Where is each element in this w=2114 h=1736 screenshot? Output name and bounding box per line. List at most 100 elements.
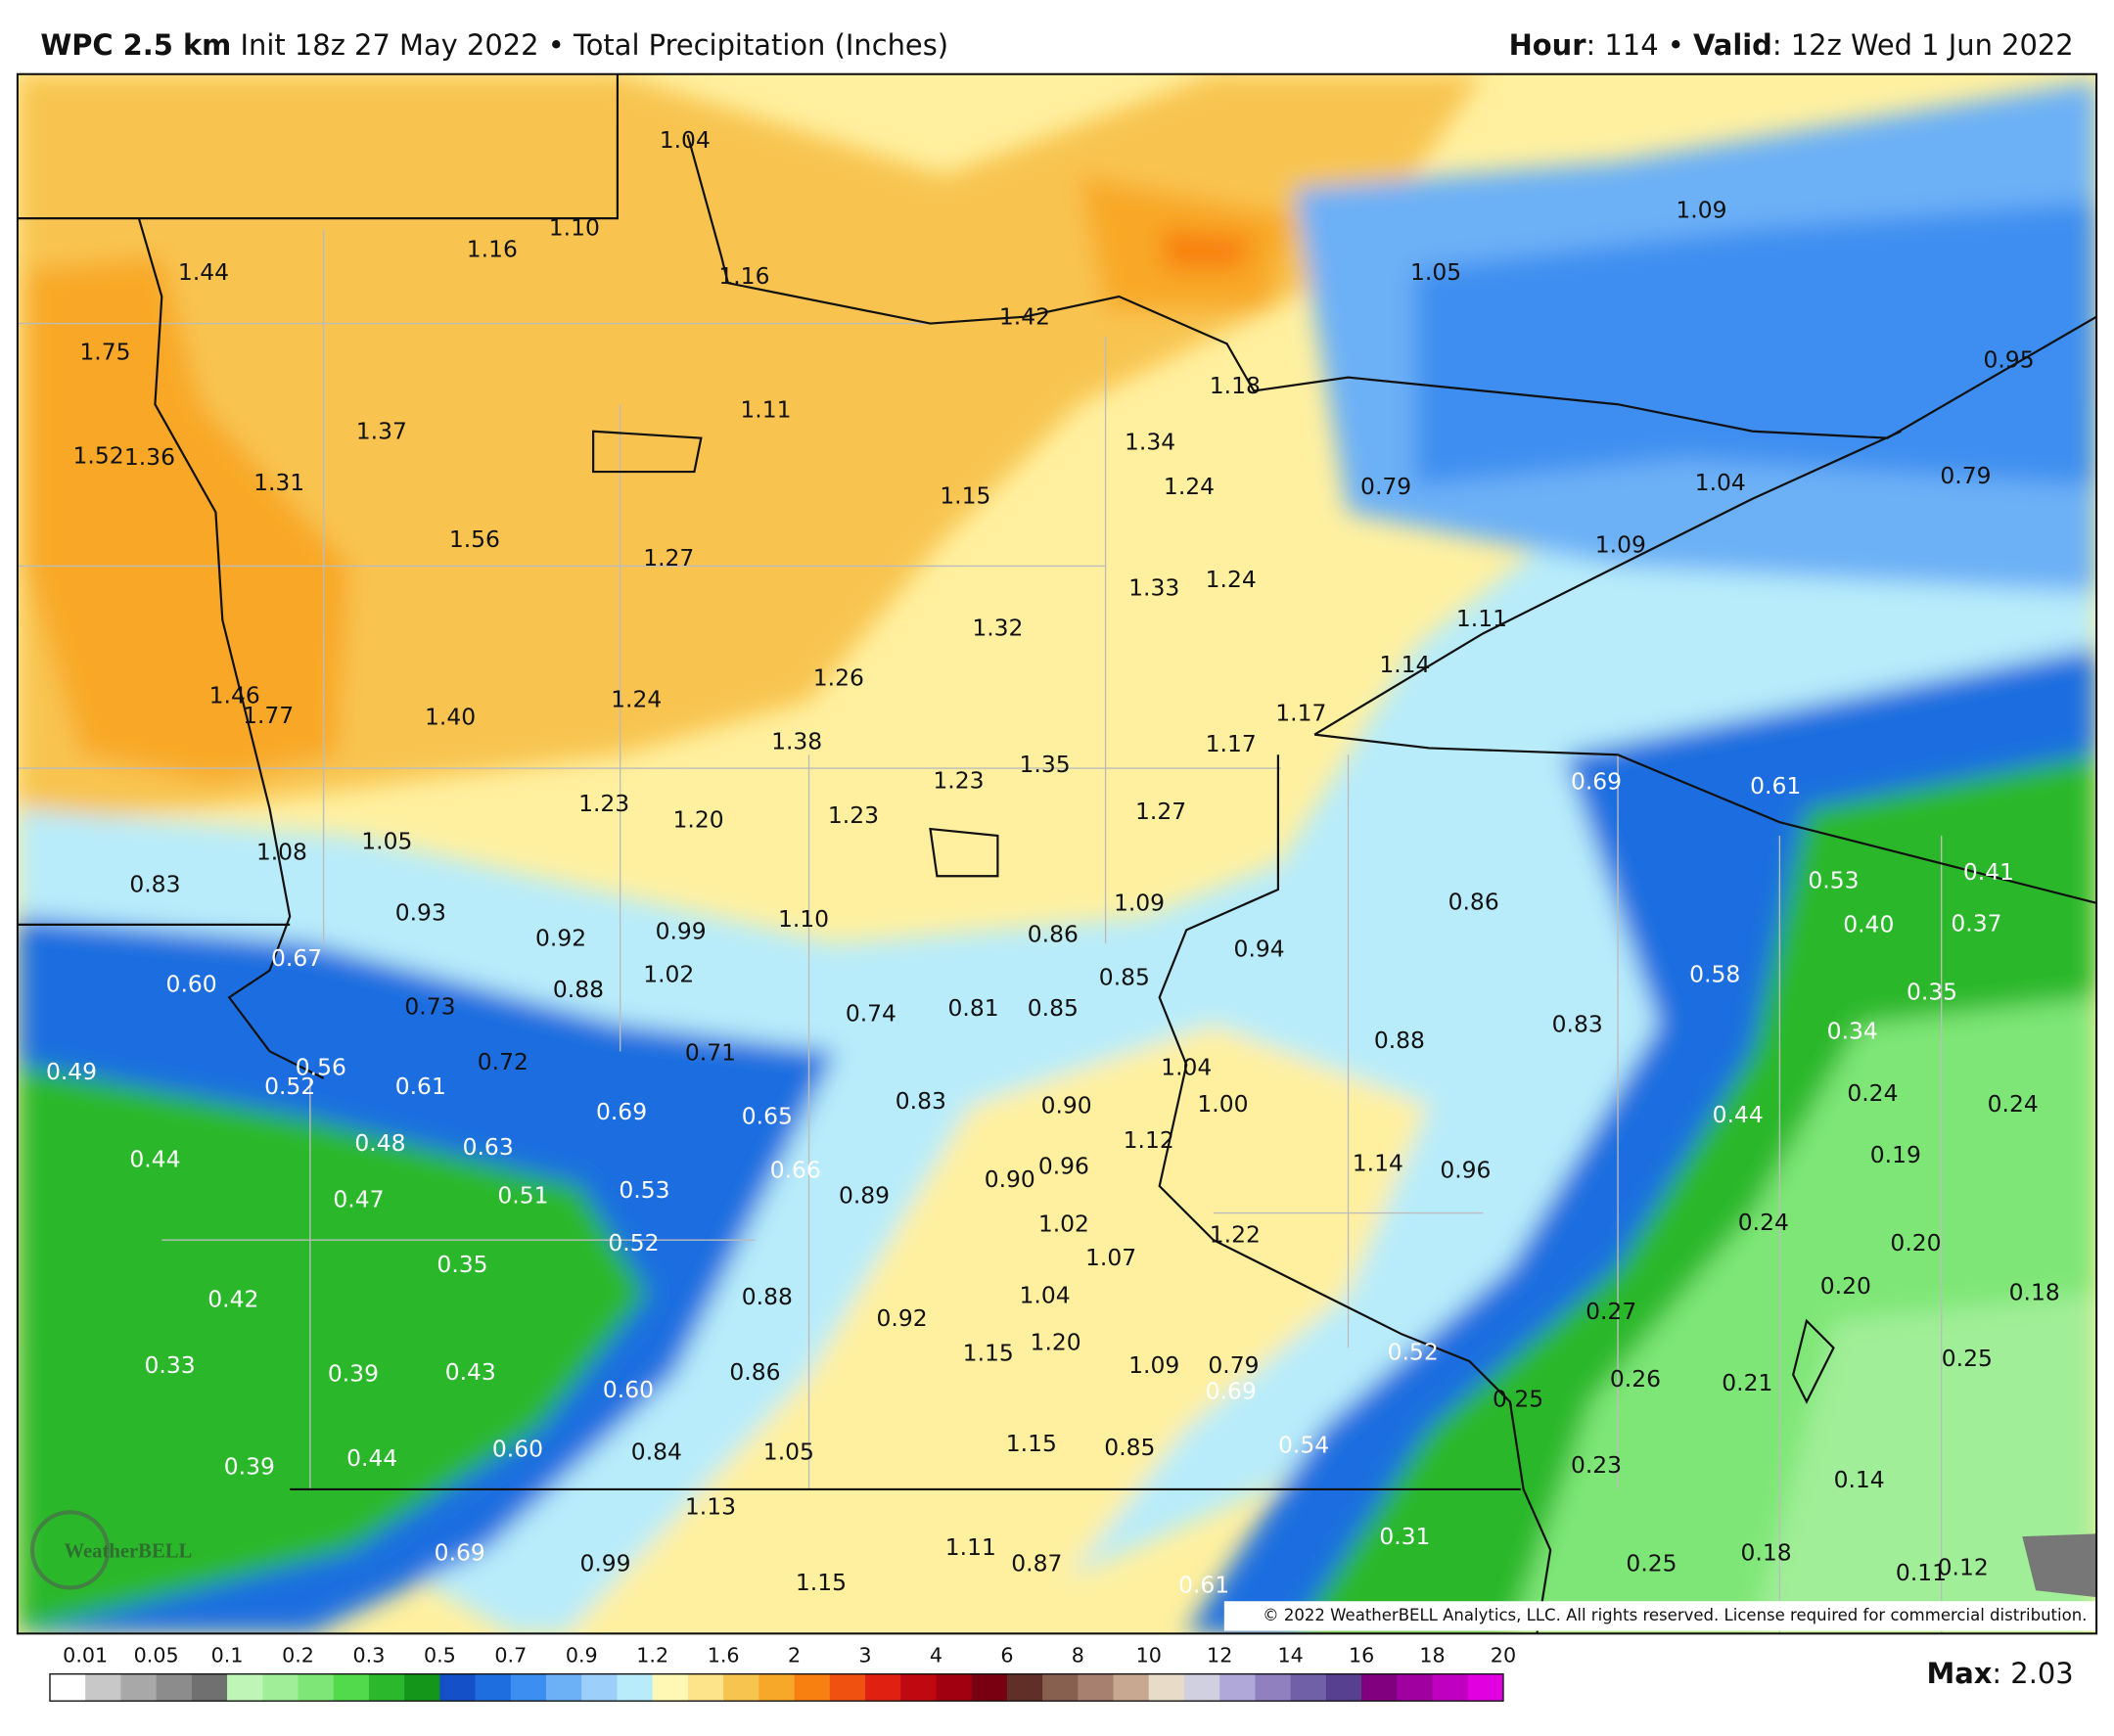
max-label: Max <box>1926 1657 1992 1690</box>
legend-swatch <box>1361 1673 1398 1702</box>
value-label: 0.60 <box>603 1376 654 1403</box>
legend-swatch <box>49 1673 86 1702</box>
value-label: 0.19 <box>1870 1141 1921 1168</box>
value-label: 0.26 <box>1610 1365 1661 1393</box>
value-label: 0.60 <box>492 1436 543 1463</box>
model: WPC 2.5 km <box>40 28 231 62</box>
legend-tick-label: 0.01 <box>63 1644 108 1667</box>
legend-tick-label: 0.05 <box>134 1644 179 1667</box>
value-label: 1.23 <box>933 766 984 794</box>
legend-frame <box>49 1672 1504 1702</box>
value-label: 1.24 <box>1164 473 1215 500</box>
value-label: 0.81 <box>948 994 999 1022</box>
legend-swatch <box>546 1673 582 1702</box>
legend-swatch <box>1219 1673 1256 1702</box>
value-label: 1.26 <box>813 664 864 692</box>
lake <box>592 430 1835 1404</box>
value-label: 0.41 <box>1963 858 2014 886</box>
value-label: 0.44 <box>1713 1101 1764 1128</box>
value-label: 0.35 <box>1907 979 1957 1006</box>
value-label: 1.16 <box>718 262 769 290</box>
value-label: 0.86 <box>729 1358 780 1386</box>
value-label: 0.69 <box>596 1098 647 1125</box>
value-label: 0.61 <box>1750 772 1801 799</box>
value-label: 0.79 <box>1940 462 1991 489</box>
value-label: 1.23 <box>828 801 879 829</box>
value-label: 0.20 <box>1890 1229 1941 1256</box>
value-label: 0.54 <box>1278 1431 1329 1458</box>
legend-swatch <box>85 1673 121 1702</box>
value-label: 1.02 <box>1038 1210 1089 1237</box>
value-label: 1.52 <box>72 441 123 469</box>
border <box>137 217 325 1079</box>
value-label: 0.35 <box>437 1251 487 1278</box>
value-label: 1.09 <box>1676 197 1726 224</box>
value-label: 1.32 <box>972 615 1023 642</box>
value-label: 1.04 <box>660 126 711 154</box>
legend-swatch <box>368 1673 405 1702</box>
border <box>17 73 620 220</box>
legend-tick-label: 3 <box>858 1644 871 1667</box>
value-label: 1.31 <box>253 469 304 496</box>
legend-swatch <box>1148 1673 1185 1702</box>
legend-swatch <box>1432 1673 1469 1702</box>
legend-swatch <box>900 1673 937 1702</box>
value-label: 1.20 <box>673 805 724 833</box>
legend-swatch <box>298 1673 335 1702</box>
legend-swatch <box>1113 1673 1150 1702</box>
value-label: 0.67 <box>271 944 322 972</box>
value-label: 0.79 <box>1360 473 1411 500</box>
value-label: 1.08 <box>256 838 307 865</box>
value-label: 1.24 <box>1206 566 1257 593</box>
value-label: 0.93 <box>395 898 446 926</box>
valid-label: Valid <box>1693 28 1772 62</box>
legend-tick-label: 6 <box>1000 1644 1013 1667</box>
value-label: 1.00 <box>1197 1090 1248 1118</box>
value-label: 1.02 <box>643 961 694 988</box>
legend-tick-label: 18 <box>1419 1644 1445 1667</box>
value-label: 0.42 <box>207 1286 258 1313</box>
logo: WeatherBELL <box>29 1510 192 1590</box>
value-label: 0.96 <box>1038 1152 1089 1179</box>
value-label: 0.69 <box>435 1539 485 1567</box>
value-label: 1.40 <box>425 704 476 731</box>
legend-tick-label: 0.2 <box>282 1644 314 1667</box>
value-label: 0.25 <box>1942 1345 1993 1372</box>
value-label: 0.73 <box>404 993 455 1021</box>
value-label: 1.12 <box>1124 1126 1174 1154</box>
value-label: 1.14 <box>1379 651 1430 678</box>
value-label: 0.88 <box>1374 1027 1425 1054</box>
value-label: 0.61 <box>1178 1572 1229 1599</box>
legend-tick-label: 1.2 <box>636 1644 668 1667</box>
legend-tick-label: 16 <box>1349 1644 1374 1667</box>
value-label: 0.83 <box>129 870 180 897</box>
value-label: 1.05 <box>361 827 412 854</box>
valid-value: : 12z Wed 1 Jun 2022 <box>1772 28 2074 62</box>
legend-swatch <box>333 1673 370 1702</box>
legend-swatch <box>227 1673 263 1702</box>
value-label: 0.24 <box>1847 1079 1898 1107</box>
value-label: 1.15 <box>963 1340 1014 1367</box>
legend-swatch <box>120 1673 158 1702</box>
value-label: 1.09 <box>1114 890 1165 917</box>
value-label: 1.14 <box>1353 1150 1403 1177</box>
value-label: 0.39 <box>224 1452 275 1480</box>
legend-swatch <box>510 1673 547 1702</box>
value-label: 1.16 <box>467 236 518 263</box>
value-label: 1.24 <box>611 686 662 713</box>
value-label: 1.15 <box>796 1569 847 1596</box>
value-label: 0.25 <box>1626 1550 1677 1577</box>
value-label: 0.85 <box>1028 994 1079 1022</box>
legend-swatch <box>1290 1673 1327 1702</box>
value-label: 1.37 <box>356 418 407 445</box>
value-label: 1.38 <box>771 727 822 754</box>
legend-swatch <box>829 1673 866 1702</box>
precip-region <box>26 255 351 782</box>
value-label: 0.96 <box>1440 1156 1491 1183</box>
max: Max: 2.03 <box>1926 1657 2073 1690</box>
value-label: 1.77 <box>243 702 294 729</box>
value-label: 0.69 <box>1571 768 1622 796</box>
value-label: 0.60 <box>166 970 217 997</box>
legend-swatch <box>581 1673 618 1702</box>
